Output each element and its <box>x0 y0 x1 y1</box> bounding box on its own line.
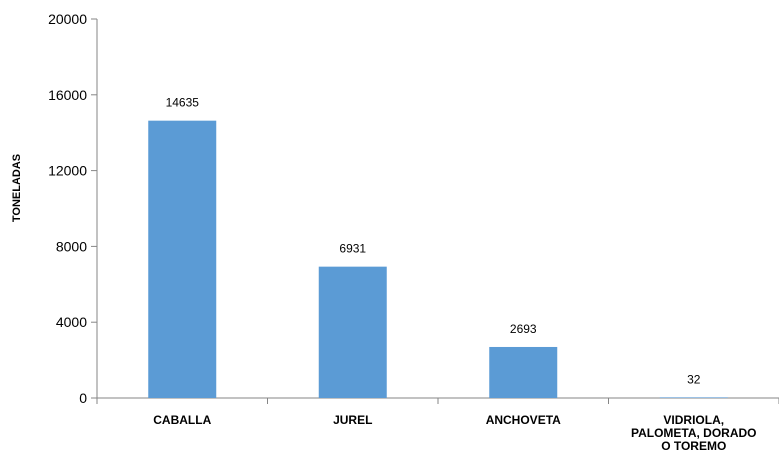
data-label: 14635 <box>166 96 200 110</box>
bars <box>148 120 728 398</box>
y-tick-label: 16000 <box>48 87 87 103</box>
bar <box>148 120 217 398</box>
data-label: 6931 <box>339 242 366 256</box>
y-axis-title: TONELADAS <box>11 154 23 222</box>
y-tick-label: 8000 <box>56 238 87 254</box>
category-label: CABALLA <box>153 413 211 427</box>
y-axis-ticks: 0 4000 8000 12000 16000 20000 <box>48 11 97 406</box>
y-tick-label: 20000 <box>48 11 87 27</box>
y-tick-label: 0 <box>79 390 87 406</box>
bar <box>318 266 387 398</box>
data-labels: 14635 6931 2693 32 <box>166 96 701 387</box>
x-axis-labels: CABALLA JUREL ANCHOVETA VIDRIOLA,PALOMETA, … <box>153 413 756 453</box>
category-label: JUREL <box>333 413 372 427</box>
data-label: 32 <box>687 372 701 386</box>
bar <box>489 346 558 398</box>
bar <box>659 397 728 398</box>
category-label: VIDRIOLA, <box>663 413 724 427</box>
category-label: PALOMETA, DORADO <box>631 426 757 440</box>
data-label: 2693 <box>510 322 537 336</box>
y-tick-label: 4000 <box>56 314 87 330</box>
y-tick-label: 12000 <box>48 163 87 179</box>
category-label: ANCHOVETA <box>486 413 561 427</box>
category-label: O TOREMO <box>661 439 726 453</box>
